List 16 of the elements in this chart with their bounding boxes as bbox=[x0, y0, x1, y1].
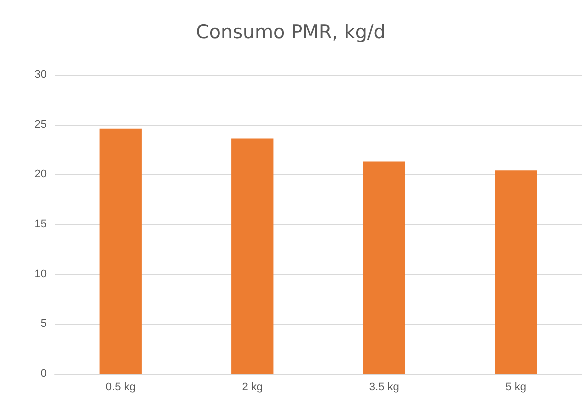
y-tick-label: 15 bbox=[34, 218, 47, 230]
y-tick-label: 5 bbox=[40, 318, 47, 330]
y-tick-label: 10 bbox=[34, 268, 47, 280]
y-tick-label: 25 bbox=[34, 118, 47, 131]
bar bbox=[363, 162, 406, 374]
x-tick-label: 2 kg bbox=[242, 382, 264, 394]
y-tick-label: 0 bbox=[40, 368, 47, 380]
x-tick-label: 5 kg bbox=[506, 382, 527, 394]
x-tick-label: 3.5 kg bbox=[369, 382, 400, 394]
bar bbox=[232, 138, 274, 374]
x-tick-label: 0.5 kg bbox=[106, 382, 136, 394]
y-tick-label: 30 bbox=[34, 69, 47, 81]
bar bbox=[100, 128, 142, 374]
bar bbox=[495, 170, 538, 374]
y-tick-label: 20 bbox=[34, 168, 47, 181]
chart-title: Consumo PMR, kg/d bbox=[196, 22, 386, 44]
